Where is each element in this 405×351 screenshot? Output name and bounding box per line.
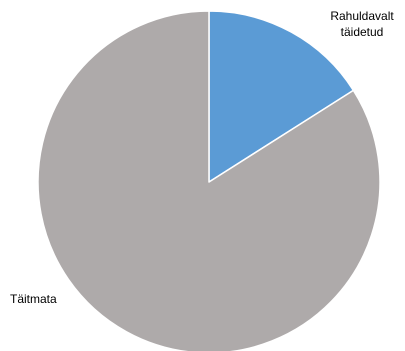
pie-label-taitmata: Täitmata: [10, 292, 57, 306]
pie-slices: [37, 10, 381, 351]
pie-label-rahuldavalt-taidetud: Rahuldavalt täidetud: [330, 9, 394, 39]
pie-labels: Rahuldavalt täidetud Täitmata: [10, 9, 394, 306]
pie-label-line: Täitmata: [10, 292, 57, 306]
pie-label-line: Rahuldavalt: [330, 9, 394, 23]
pie-slice-rahuldavalt-taidetud: [208, 10, 355, 183]
pie-label-line: täidetud: [341, 25, 384, 39]
pie-slice-taitmata: [37, 10, 381, 351]
